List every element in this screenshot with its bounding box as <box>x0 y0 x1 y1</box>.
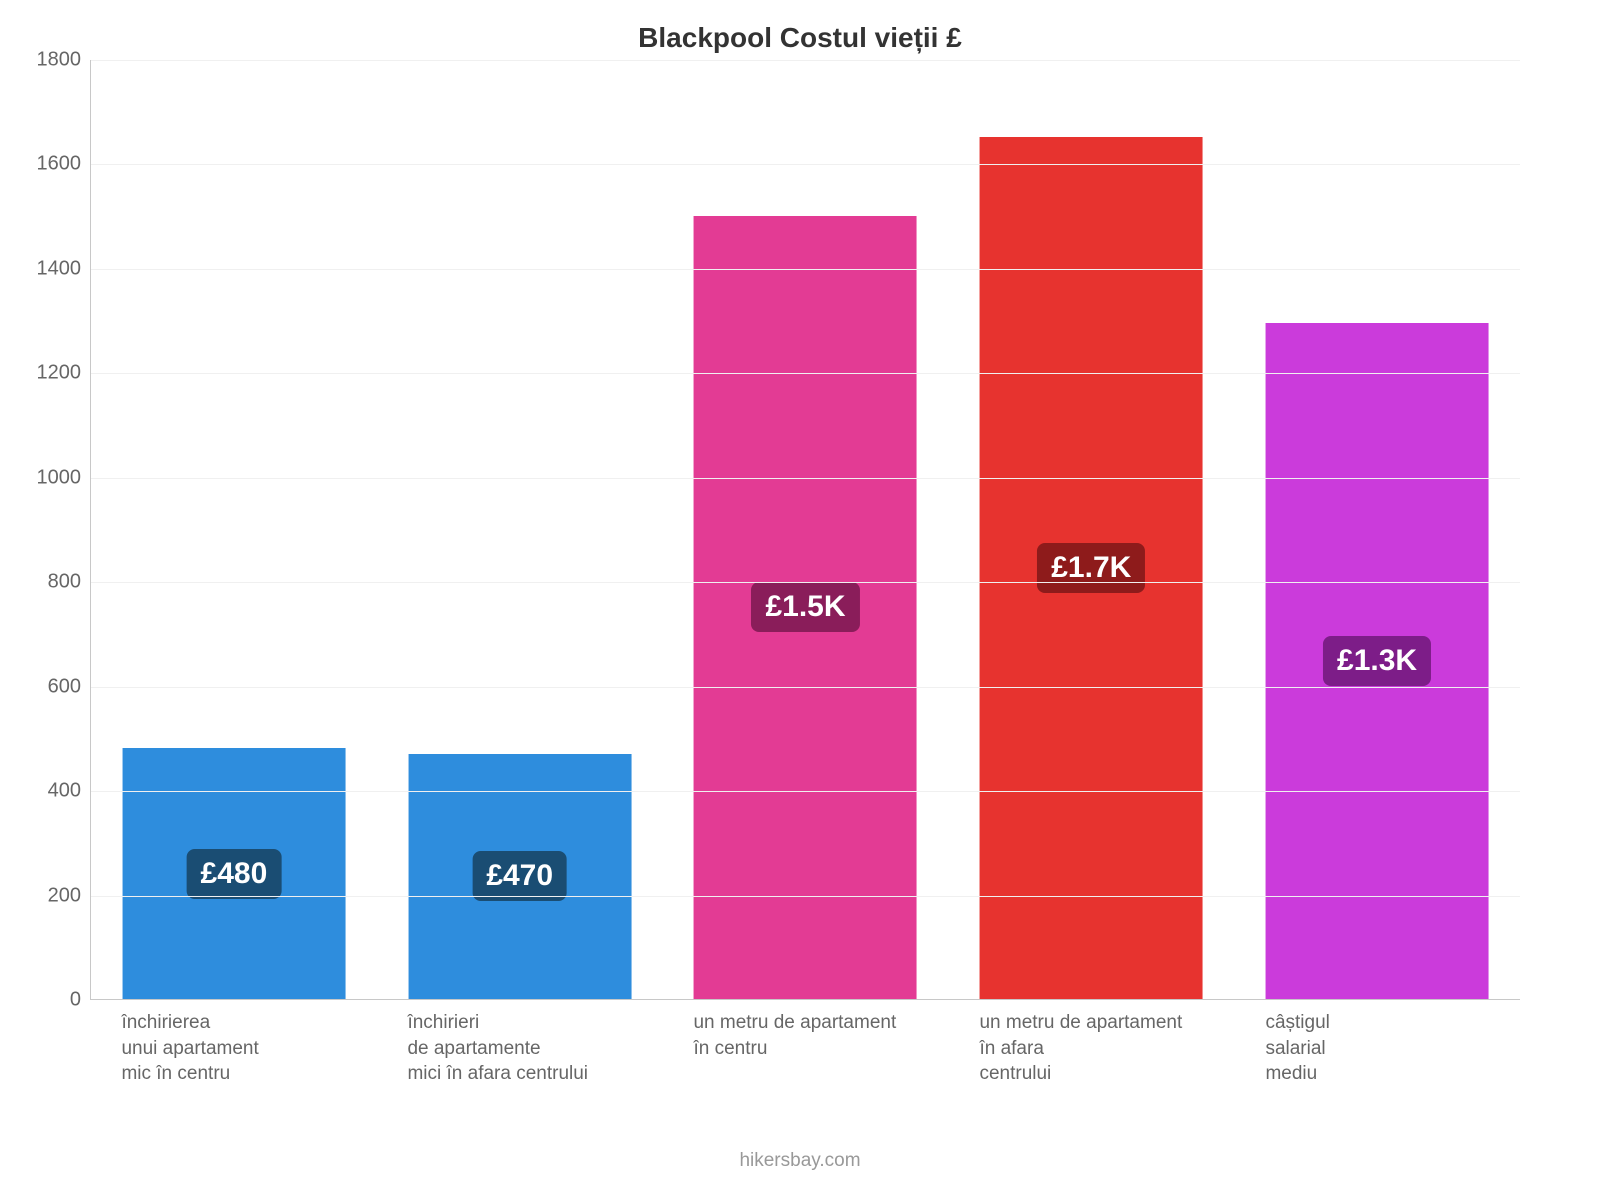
y-tick-label: 1800 <box>37 49 82 72</box>
value-badge: £470 <box>472 851 567 901</box>
y-tick-label: 600 <box>48 675 81 698</box>
value-badge: £1.5K <box>751 582 859 632</box>
y-tick-label: 800 <box>48 571 81 594</box>
y-tick-label: 1400 <box>37 257 82 280</box>
bar-slot: £1.3K <box>1234 60 1520 999</box>
plot-area: £480£470£1.5K£1.7K£1.3K 0200400600800100… <box>90 60 1520 1000</box>
bar-slot: £470 <box>377 60 663 999</box>
gridline <box>91 896 1520 897</box>
y-tick-label: 200 <box>48 884 81 907</box>
gridline <box>91 582 1520 583</box>
y-tick-label: 1600 <box>37 153 82 176</box>
y-tick-label: 1200 <box>37 362 82 385</box>
y-tick-label: 1000 <box>37 466 82 489</box>
gridline <box>91 164 1520 165</box>
bar-slot: £1.5K <box>663 60 949 999</box>
gridline <box>91 269 1520 270</box>
value-badge: £480 <box>187 849 282 899</box>
gridline <box>91 373 1520 374</box>
x-axis-label: un metru de apartament în afara centrulu… <box>979 1010 1222 1087</box>
chart-container: Blackpool Costul vieții £ £480£470£1.5K£… <box>0 0 1600 1200</box>
chart-title: Blackpool Costul vieții £ <box>0 22 1600 54</box>
gridline <box>91 687 1520 688</box>
bar-slot: £480 <box>91 60 377 999</box>
x-axis-label: un metru de apartament în centru <box>693 1010 936 1061</box>
x-axis-label: închirierea unui apartament mic în centr… <box>121 1010 364 1087</box>
x-axis-label: închirieri de apartamente mici în afara … <box>407 1010 650 1087</box>
bar-slot: £1.7K <box>948 60 1234 999</box>
gridline <box>91 791 1520 792</box>
gridline <box>91 478 1520 479</box>
y-tick-label: 0 <box>70 989 81 1012</box>
value-badge: £1.7K <box>1037 543 1145 593</box>
bars-group: £480 £470 £1.5K £1.7K £1.3K <box>91 60 1520 999</box>
gridline <box>91 60 1520 61</box>
value-badge: £1.3K <box>1323 636 1431 686</box>
attribution-text: hikersbay.com <box>0 1150 1600 1172</box>
x-axis-label: câștigul salarial mediu <box>1265 1010 1508 1087</box>
y-tick-label: 400 <box>48 780 81 803</box>
